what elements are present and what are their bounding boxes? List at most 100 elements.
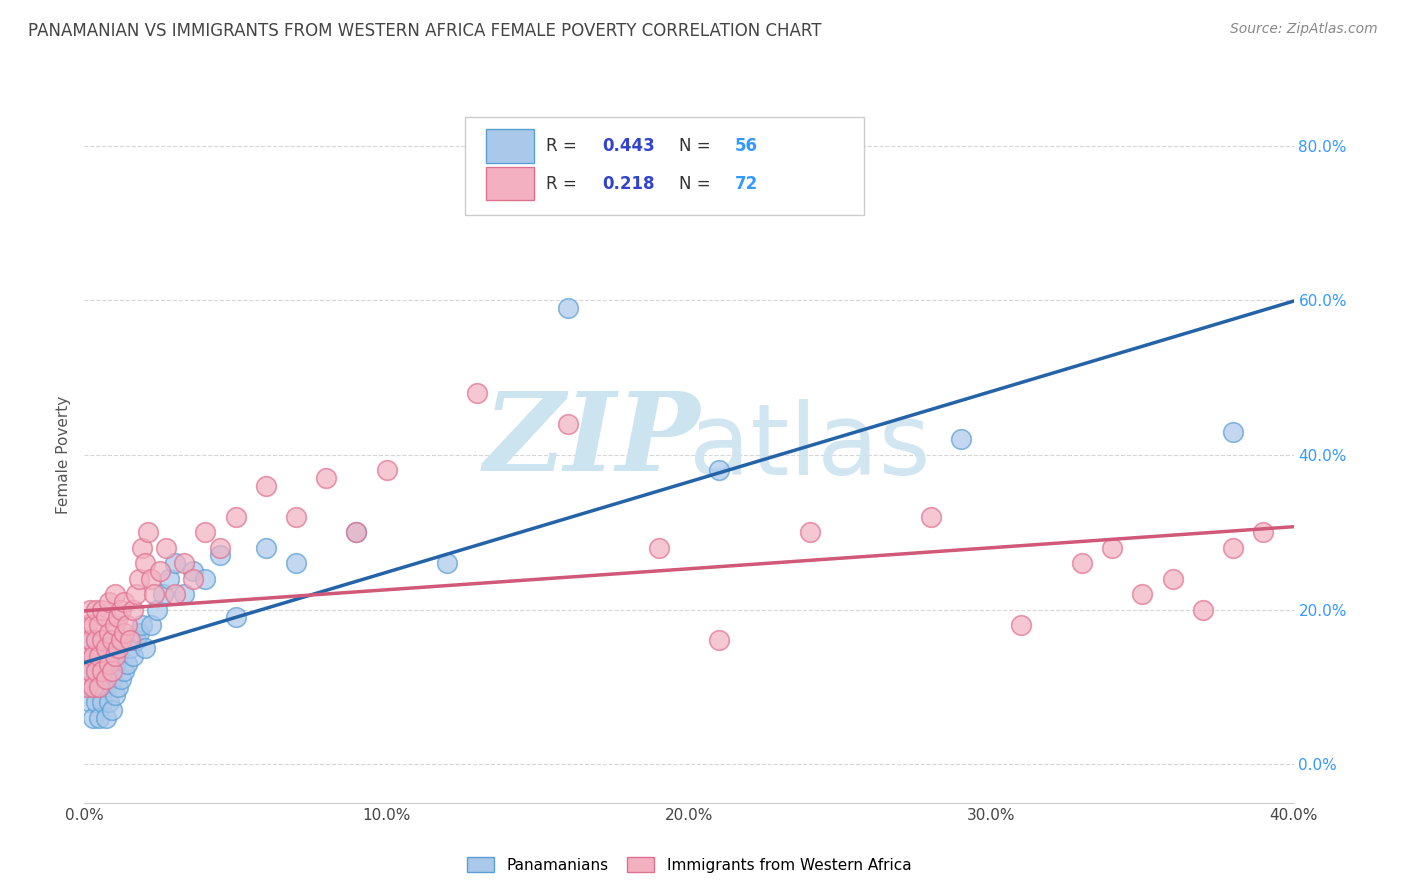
Point (100, 665, 122, 679)
Point (86, 665, 108, 679)
Point (86, 602, 108, 616)
Point (86, 665, 108, 679)
Point (181, 564, 204, 578)
Text: 56: 56 (735, 137, 758, 155)
Point (149, 564, 172, 578)
Point (100, 672, 122, 686)
Point (118, 633, 141, 648)
Point (100, 703, 122, 717)
Point (128, 572, 150, 586)
Point (1130, 587, 1153, 601)
Point (79, 665, 101, 679)
Point (86, 633, 108, 648)
Point (209, 549, 232, 563)
FancyBboxPatch shape (465, 118, 865, 215)
Point (89, 680, 111, 694)
Point (104, 618, 127, 632)
Point (254, 541, 277, 555)
Point (76, 680, 98, 694)
Text: 72: 72 (735, 175, 758, 193)
Point (1222, 541, 1244, 555)
Point (110, 602, 132, 616)
Point (79, 633, 101, 648)
Point (709, 633, 731, 648)
Point (107, 648, 129, 663)
Point (920, 509, 942, 524)
Point (94, 610, 117, 624)
Point (131, 541, 153, 555)
Point (89, 618, 111, 632)
Point (91, 695, 114, 709)
Point (142, 587, 165, 601)
Point (104, 657, 127, 671)
Point (79, 633, 101, 648)
Point (97, 665, 120, 679)
Point (86, 695, 108, 709)
Text: N =: N = (679, 137, 716, 155)
Point (285, 509, 308, 524)
Point (97, 657, 120, 671)
Point (139, 618, 162, 632)
Point (254, 479, 277, 493)
Point (136, 525, 159, 540)
Point (115, 657, 138, 671)
Point (1222, 425, 1244, 439)
Point (112, 595, 135, 609)
Point (225, 610, 247, 624)
Point (94, 711, 117, 725)
Point (118, 641, 141, 656)
Point (115, 618, 138, 632)
Point (76, 648, 98, 663)
Point (82, 680, 104, 694)
Point (89, 648, 111, 663)
Text: atlas: atlas (689, 400, 931, 497)
Point (79, 695, 101, 709)
Point (82, 618, 104, 632)
Point (155, 541, 177, 555)
Point (1192, 602, 1215, 616)
Point (131, 618, 153, 632)
Point (173, 587, 195, 601)
Point (97, 595, 120, 609)
Text: R =: R = (547, 137, 582, 155)
Point (94, 672, 117, 686)
Point (82, 680, 104, 694)
Point (112, 625, 135, 640)
Point (97, 695, 120, 709)
Text: N =: N = (679, 175, 716, 193)
Text: Source: ZipAtlas.com: Source: ZipAtlas.com (1230, 22, 1378, 37)
Point (82, 711, 104, 725)
Point (89, 680, 111, 694)
Point (1101, 541, 1123, 555)
Point (139, 572, 162, 586)
Point (94, 641, 117, 656)
Point (194, 572, 217, 586)
Point (110, 633, 132, 648)
Point (134, 556, 156, 570)
Point (91, 633, 114, 648)
Point (134, 641, 156, 656)
Point (173, 556, 195, 570)
Point (104, 688, 127, 702)
Point (709, 463, 731, 477)
Point (94, 648, 117, 663)
Point (346, 525, 368, 540)
Point (648, 541, 671, 555)
Text: ZIP: ZIP (484, 387, 700, 495)
Point (125, 633, 148, 648)
Point (557, 301, 579, 315)
Point (82, 648, 104, 663)
Point (91, 633, 114, 648)
Text: 0.218: 0.218 (602, 175, 654, 193)
Point (100, 633, 122, 648)
Bar (486, 167, 534, 201)
Point (121, 648, 143, 663)
Point (97, 633, 120, 648)
Point (225, 509, 247, 524)
Point (107, 641, 129, 656)
Point (76, 680, 98, 694)
Point (152, 587, 174, 601)
Text: PANAMANIAN VS IMMIGRANTS FROM WESTERN AFRICA FEMALE POVERTY CORRELATION CHART: PANAMANIAN VS IMMIGRANTS FROM WESTERN AF… (28, 22, 821, 40)
Point (165, 587, 187, 601)
Point (94, 680, 117, 694)
